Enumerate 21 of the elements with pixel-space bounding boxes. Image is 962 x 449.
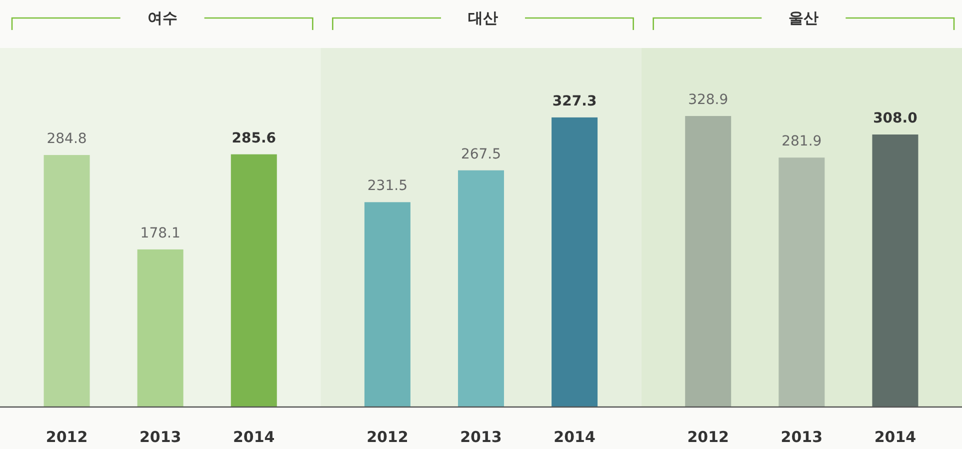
- x-tick-label: 2012: [46, 428, 88, 446]
- data-label: 328.9: [688, 92, 728, 108]
- data-label: 267.5: [460, 146, 502, 162]
- data-label: 281.9: [782, 134, 822, 150]
- data-label: 285.6: [232, 130, 276, 146]
- x-tick-label: 2012: [366, 428, 408, 446]
- data-label: 231.5: [367, 178, 408, 194]
- x-tick-label: 2012: [687, 428, 729, 446]
- x-tick-label: 2013: [780, 428, 823, 446]
- x-tick-label: 2013: [460, 428, 502, 446]
- chart-title: 울산: [788, 9, 819, 27]
- data-label: 327.3: [552, 93, 597, 110]
- x-tick-label: 2014: [874, 428, 916, 446]
- data-label: 284.8: [46, 131, 87, 148]
- chart-title: 대산: [468, 9, 498, 27]
- data-label: 308.0: [873, 110, 918, 126]
- chart-title: 여수: [147, 9, 178, 27]
- data-label: 178.1: [140, 225, 180, 242]
- x-tick-label: 2014: [554, 428, 596, 446]
- x-tick-label: 2013: [139, 428, 182, 446]
- x-tick-label: 2014: [233, 428, 275, 446]
